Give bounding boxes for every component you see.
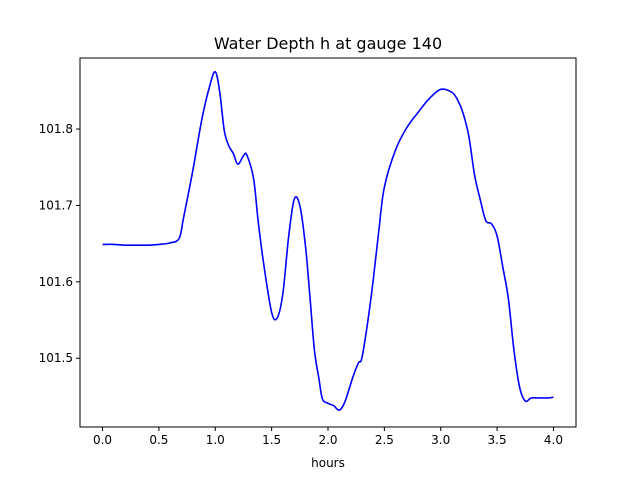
x-tick-label: 3.5 — [488, 433, 507, 447]
x-tick-label: 3.0 — [431, 433, 450, 447]
y-tick-label: 101.6 — [39, 275, 73, 289]
y-tick-label: 101.5 — [39, 351, 73, 365]
series-layer — [102, 70, 554, 412]
x-tick-label: 0.5 — [149, 433, 168, 447]
y-tick-label: 101.7 — [39, 198, 73, 212]
series-line-water-depth — [102, 70, 554, 412]
y-axis: 101.5 101.6 101.7 101.8 — [39, 122, 80, 365]
plot-frame — [79, 57, 577, 428]
x-tick-label: 2.0 — [318, 433, 337, 447]
x-tick-label: 1.5 — [262, 433, 281, 447]
chart-title: Water Depth h at gauge 140 — [214, 34, 442, 53]
x-tick-label: 1.0 — [206, 433, 225, 447]
x-tick-label: 2.5 — [375, 433, 394, 447]
x-tick-label: 0.0 — [93, 433, 112, 447]
x-tick-label: 4.0 — [544, 433, 563, 447]
y-tick-label: 101.8 — [39, 122, 73, 136]
x-axis-label: hours — [311, 456, 345, 470]
x-axis: 0.0 0.5 1.0 1.5 2.0 2.5 3.0 3.5 4.0 — [93, 427, 563, 447]
